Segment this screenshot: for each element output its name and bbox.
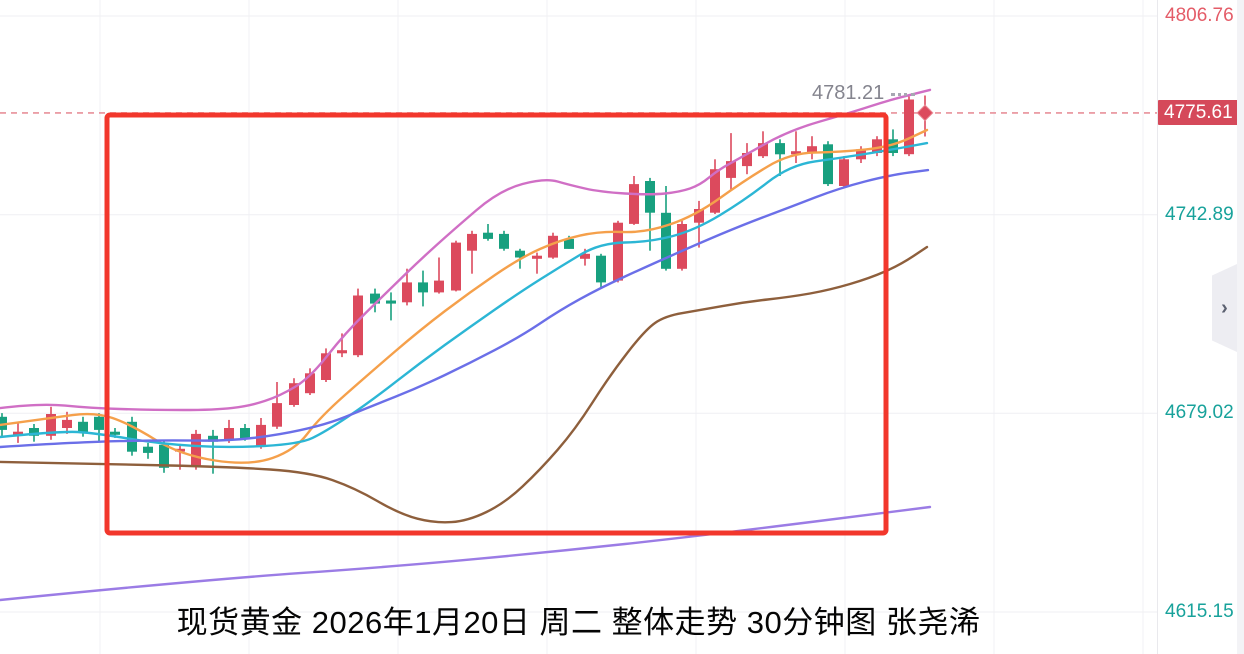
chart-area[interactable]: 4781.21 现货黄金 2026年1月20日 周二 整体走势 30分钟图 张尧… — [0, 0, 1157, 654]
session-high-value: 4781.21 — [812, 82, 885, 104]
price-tick-label: 4806.76 — [1165, 5, 1234, 26]
price-tick-label: 4615.15 — [1165, 601, 1234, 622]
expand-panel-button[interactable]: › — [1212, 264, 1237, 352]
purple_long_ma — [0, 505, 932, 602]
leader-dots — [891, 93, 916, 96]
session-high-annotation: 4781.21 — [812, 82, 916, 105]
candles-layer — [0, 95, 934, 474]
chart-caption: 现货黄金 2026年1月20日 周二 整体走势 30分钟图 张尧浠 — [176, 605, 981, 640]
blue_ma — [0, 168, 930, 449]
candlestick-chart[interactable] — [0, 0, 1157, 654]
brown_lower_band — [0, 245, 929, 524]
ma-lines-layer — [0, 88, 932, 602]
price-tick-label: 4742.89 — [1165, 204, 1234, 225]
cyan_ma — [0, 141, 929, 449]
current-price-badge: 4775.61 — [1158, 100, 1243, 125]
price-tick-label: 4679.02 — [1165, 402, 1234, 423]
pink_upper_band — [0, 88, 932, 412]
annotation-rectangle[interactable] — [104, 112, 889, 536]
chevron-right-icon: › — [1221, 296, 1228, 319]
scrollbar-track — [1237, 0, 1244, 654]
current-price-marker — [916, 104, 934, 122]
